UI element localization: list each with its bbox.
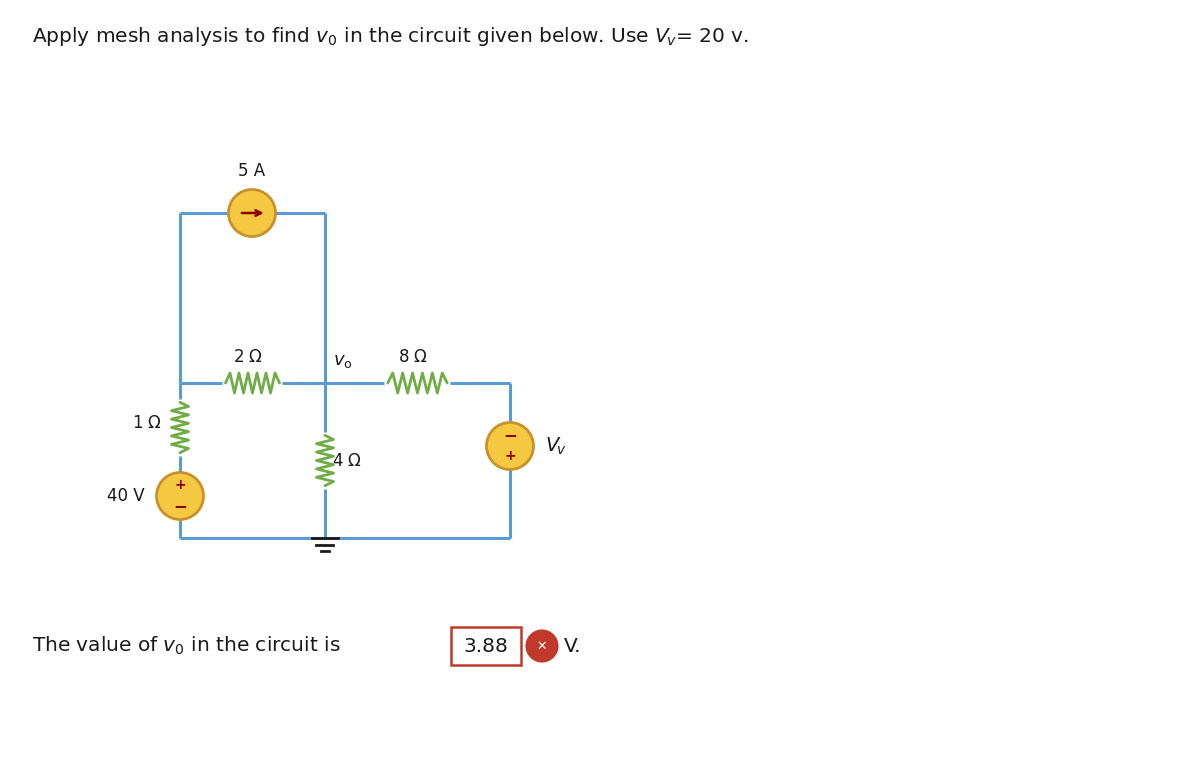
Text: 3.88: 3.88 <box>464 637 508 656</box>
Text: V.: V. <box>564 637 582 656</box>
Text: 5 A: 5 A <box>238 161 265 180</box>
Circle shape <box>228 190 276 237</box>
Text: 8 $\Omega$: 8 $\Omega$ <box>397 348 427 366</box>
Circle shape <box>526 631 557 661</box>
Circle shape <box>157 472 203 519</box>
Text: Apply mesh analysis to find $v_{\rm 0}$ in the circuit given below. Use $V_{\!v}: Apply mesh analysis to find $v_{\rm 0}$ … <box>32 25 749 48</box>
Circle shape <box>487 422 533 469</box>
Text: +: + <box>505 449 515 463</box>
Text: 1 $\Omega$: 1 $\Omega$ <box>132 413 162 432</box>
Text: $v_{\rm o}$: $v_{\rm o}$ <box>333 352 352 370</box>
Text: ✕: ✕ <box>537 640 547 653</box>
Text: −: − <box>173 497 187 515</box>
Text: +: + <box>174 478 186 492</box>
Text: −: − <box>503 426 516 445</box>
Text: 40 V: 40 V <box>107 487 144 505</box>
FancyBboxPatch shape <box>451 627 521 665</box>
Text: 2 $\Omega$: 2 $\Omega$ <box>232 348 263 366</box>
Text: The value of $v_{\rm 0}$ in the circuit is: The value of $v_{\rm 0}$ in the circuit … <box>32 635 340 657</box>
Text: $V_{\!v}$: $V_{\!v}$ <box>545 435 566 457</box>
Text: 4 $\Omega$: 4 $\Omega$ <box>332 452 362 469</box>
